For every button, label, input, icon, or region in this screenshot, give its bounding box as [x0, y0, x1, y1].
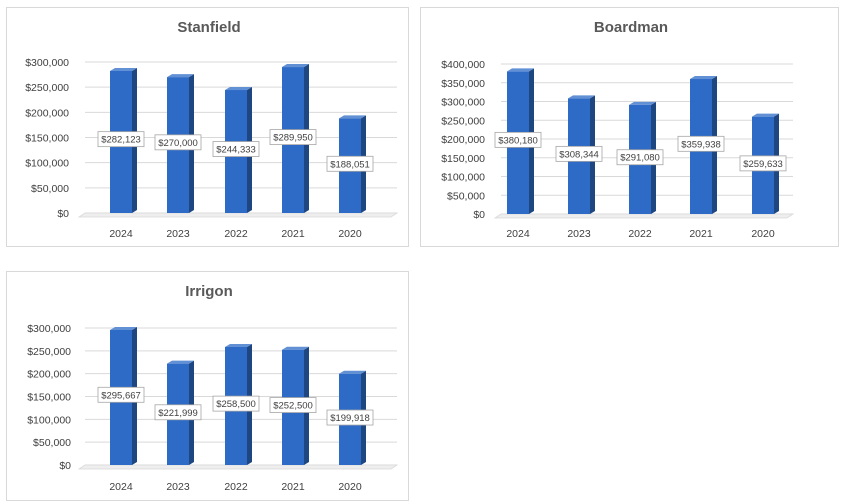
data-label-box: [154, 404, 202, 421]
x-tick-label: 2020: [751, 228, 775, 240]
y-tick-label: $400,000: [441, 59, 485, 71]
chart-svg-boardman: Boardman $0 $50,000 $100,000 $150,000 $200,00…: [441, 19, 795, 240]
chart-title-stanfield: Stanfield: [177, 19, 240, 36]
data-label-box: [494, 131, 542, 148]
y-tick-label: $50,000: [33, 437, 71, 449]
chart-floor: [77, 212, 399, 218]
data-label-box: [212, 395, 260, 412]
chart-floor: [77, 464, 399, 470]
data-label: $380,180: [498, 135, 538, 146]
data-label: $289,950: [273, 133, 313, 144]
chart-svg-stanfield: Stanfield $0 $50,000 $100,000 $150,000 $200,0…: [25, 19, 399, 240]
chart-panel-boardman: Boardman $0 $50,000 $100,000 $150,000 $200,00…: [420, 7, 839, 247]
data-label-box: [326, 409, 374, 426]
data-label: $244,333: [216, 145, 256, 156]
data-label-box: [269, 129, 317, 146]
y-tick-label: $300,000: [25, 57, 69, 69]
chart-svg-irrigon: Irrigon $0 $50,000 $100,000 $150,000 $200,000…: [27, 283, 399, 493]
y-tick-label: $50,000: [31, 183, 69, 195]
bar-top: [110, 326, 137, 330]
chart-title-boardman: Boardman: [594, 19, 668, 36]
y-tick-label: $250,000: [25, 82, 69, 94]
y-tick-label: $300,000: [27, 323, 71, 335]
data-label: $259,633: [743, 159, 783, 170]
y-tick-label: $200,000: [25, 107, 69, 119]
data-label-box: [97, 386, 145, 403]
y-tick-label: $300,000: [441, 97, 485, 109]
data-label: $199,918: [330, 413, 370, 424]
y-tick-label: $0: [57, 208, 69, 220]
x-tick-label: 2022: [628, 228, 652, 240]
bar-top: [752, 113, 779, 117]
y-tick-label: $200,000: [441, 134, 485, 146]
data-label: $282,123: [101, 135, 141, 146]
y-tick-label: $350,000: [441, 78, 485, 90]
bar-top: [282, 64, 309, 68]
bar-top: [339, 115, 366, 119]
data-label: $291,080: [620, 153, 660, 164]
data-label: $308,344: [559, 149, 599, 160]
data-label-box: [555, 145, 603, 162]
x-tick-label: 2021: [281, 228, 305, 240]
data-label: $252,500: [273, 401, 313, 412]
x-tick-label: 2021: [689, 228, 713, 240]
data-label: $258,500: [216, 399, 256, 410]
bar-top: [225, 87, 252, 91]
data-label-box: [212, 141, 260, 157]
data-label: $359,938: [681, 139, 721, 150]
data-label-box: [269, 397, 317, 413]
data-label: $188,051: [330, 159, 370, 170]
bar-top: [167, 360, 194, 364]
data-label-box: [326, 155, 374, 172]
y-tick-label: $0: [473, 209, 485, 221]
bar-top: [629, 101, 656, 105]
data-label-box: [154, 134, 202, 151]
x-tick-label: 2020: [338, 481, 362, 493]
bar-top: [339, 370, 366, 374]
y-tick-label: $250,000: [27, 346, 71, 358]
bar-top: [110, 67, 137, 71]
bar-top: [507, 68, 534, 72]
data-label-box: [97, 131, 145, 148]
data-label: $270,000: [158, 138, 198, 149]
x-tick-label: 2020: [338, 228, 362, 240]
data-label-box: [739, 155, 787, 172]
y-tick-label: $150,000: [441, 153, 485, 165]
y-tick-label: $0: [59, 460, 71, 472]
data-label-box: [616, 149, 664, 166]
x-tick-label: 2024: [109, 481, 133, 493]
chart-title-irrigon: Irrigon: [185, 283, 233, 300]
chart-panel-irrigon: Irrigon $0 $50,000 $100,000 $150,000 $200,000…: [6, 271, 409, 501]
bar-top: [167, 74, 194, 78]
y-tick-label: $150,000: [25, 133, 69, 145]
data-label-box: [677, 135, 725, 152]
x-tick-label: 2023: [166, 228, 190, 240]
x-tick-label: 2024: [506, 228, 530, 240]
y-tick-label: $150,000: [27, 392, 71, 404]
y-tick-label: $100,000: [27, 414, 71, 426]
x-tick-label: 2022: [224, 481, 248, 493]
bar-top: [225, 343, 252, 347]
y-tick-label: $250,000: [441, 115, 485, 127]
bar-top: [690, 76, 717, 80]
data-label: $295,667: [101, 390, 141, 401]
chart-panel-stanfield: Stanfield $0 $50,000 $100,000 $150,000 $200,0…: [6, 7, 409, 247]
bar-top: [282, 346, 309, 350]
x-tick-label: 2023: [166, 481, 190, 493]
chart-floor: [493, 213, 795, 219]
y-tick-label: $200,000: [27, 369, 71, 381]
y-tick-label: $50,000: [447, 190, 485, 202]
x-tick-label: 2022: [224, 228, 248, 240]
x-tick-label: 2023: [567, 228, 591, 240]
y-tick-label: $100,000: [441, 172, 485, 184]
x-tick-label: 2021: [281, 481, 305, 493]
x-tick-label: 2024: [109, 228, 133, 240]
y-tick-label: $100,000: [25, 158, 69, 170]
data-label: $221,999: [158, 408, 198, 419]
bar-top: [568, 95, 595, 99]
